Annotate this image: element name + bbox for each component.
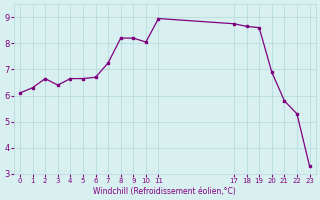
X-axis label: Windchill (Refroidissement éolien,°C): Windchill (Refroidissement éolien,°C): [93, 187, 236, 196]
